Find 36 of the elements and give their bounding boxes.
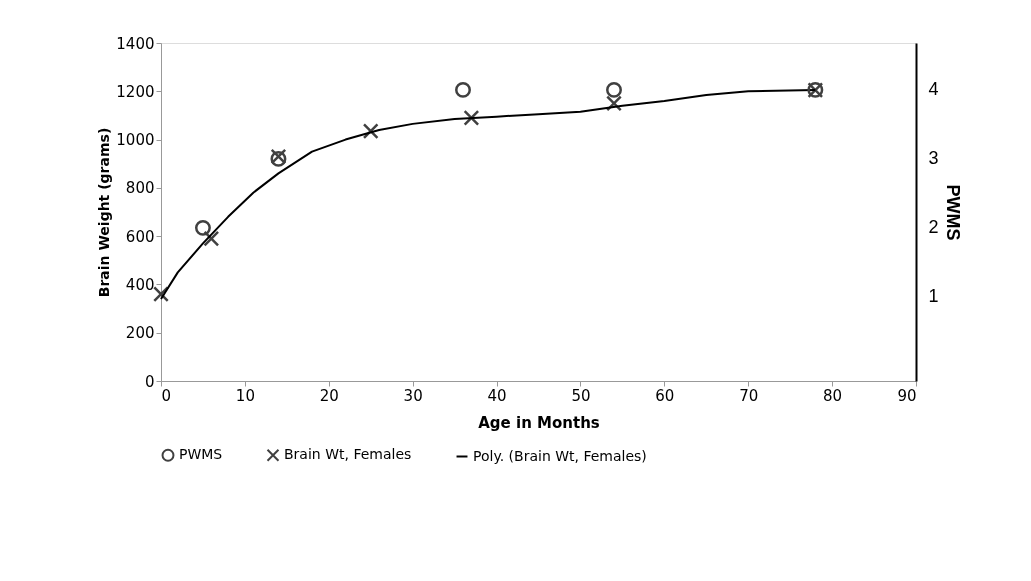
x-tick-label: 90 [897,386,917,405]
x-tick-label: 60 [655,386,675,405]
x-tick-label: 10 [235,386,255,405]
point [606,81,622,98]
x-tick-label: 20 [319,386,339,405]
y2-tick-label: 3 [928,148,939,169]
x-tick-label: 70 [739,386,759,405]
point [153,286,169,303]
x-tick-label: 50 [571,386,591,405]
y2-tick-label: 2 [928,217,939,238]
y-tick-label: 0 [144,372,155,391]
y-tick-label: 1000 [116,131,155,150]
point [455,81,471,98]
point [194,219,211,236]
y-tick-label: 800 [125,179,155,198]
y2-tick-label: 4 [928,79,939,100]
x-tick-label: 0 [161,386,172,405]
x-axis-title: Age in Months [478,413,600,432]
point [463,109,480,126]
x-tick-label: 30 [403,386,423,405]
x-tick-label: 80 [823,386,843,405]
y-tick-label: 1200 [116,82,155,101]
point [606,95,622,112]
legend-label: Poly. (Brain Wt, Females) [473,447,647,464]
y-tick-label: 1400 [116,34,155,53]
y-tick-label: 600 [125,227,155,246]
y-tick-label: 400 [125,275,155,294]
y-axis-title: Brain Weight (grams) [96,127,113,298]
y2-axis-title: PWMS [942,184,963,241]
legend-label: Brain Wt, Females [284,446,412,463]
line-series [160,89,817,300]
y2-tick-label: 1 [928,286,939,307]
point [203,230,220,247]
legend-label: PWMS [179,446,223,463]
x-tick-label: 40 [487,386,507,405]
y-tick-label: 200 [125,324,155,343]
